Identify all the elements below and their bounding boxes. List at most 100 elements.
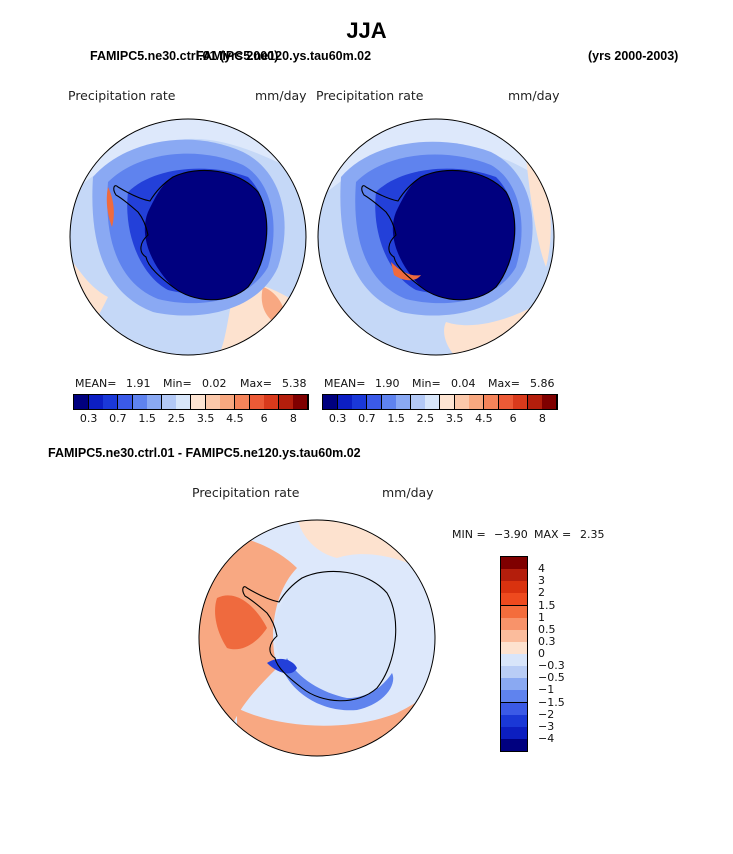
colorbar-segment bbox=[513, 395, 529, 409]
map-panel-1 bbox=[69, 118, 307, 356]
difference-min-value: −3.90 bbox=[494, 528, 528, 541]
difference-variable: Precipitation rate bbox=[192, 485, 300, 500]
legend-tick-label: −4 bbox=[538, 731, 555, 745]
colorbar-segment bbox=[440, 395, 455, 409]
colorbar-segment bbox=[88, 395, 104, 409]
panel2-max-label: Max= bbox=[488, 377, 520, 390]
panel1-max-label: Max= bbox=[240, 377, 272, 390]
legend-swatch bbox=[501, 738, 527, 752]
legend-swatch bbox=[501, 666, 527, 680]
years-title: (yrs 2000-2003) bbox=[588, 49, 679, 63]
colorbar-segment bbox=[381, 395, 397, 409]
difference-colorbar bbox=[500, 556, 528, 752]
colorbar-segment bbox=[278, 395, 294, 409]
colorbar-segment bbox=[425, 395, 441, 409]
colorbar-tick-label: 4.5 bbox=[475, 412, 493, 425]
legend-tick-label: 0.3 bbox=[538, 634, 556, 648]
panel1-mean-value: 1.91 bbox=[126, 377, 151, 390]
colorbar-tick-label: 6 bbox=[509, 412, 517, 425]
ocean-light-band bbox=[318, 119, 554, 202]
panel1-min-label: Min= bbox=[163, 377, 192, 390]
colorbar-tick-label: 8 bbox=[538, 412, 546, 425]
legend-tick-label: 4 bbox=[538, 562, 545, 576]
legend-tick-label: 1.5 bbox=[538, 598, 556, 612]
colorbar-segment bbox=[337, 395, 353, 409]
difference-max-value: 2.35 bbox=[580, 528, 605, 541]
colorbar-tick-label: 6 bbox=[260, 412, 268, 425]
difference-units: mm/day bbox=[382, 485, 434, 500]
legend-tick-label: −0.3 bbox=[538, 659, 565, 673]
colorbar-segment bbox=[147, 395, 163, 409]
legend-tick-label: 2 bbox=[538, 586, 545, 600]
colorbar-tick-label: 2.5 bbox=[416, 412, 435, 425]
panel2-variable: Precipitation rate bbox=[316, 88, 424, 103]
legend-swatch bbox=[501, 641, 527, 655]
case1-title: FAMIPC5.ne30.ctrl.01 (yrs 2000) bbox=[90, 49, 279, 63]
legend-tick-label: −3 bbox=[538, 719, 555, 733]
warm-patch-east bbox=[526, 157, 551, 267]
legend-swatch bbox=[501, 726, 527, 740]
legend-tick-label: −2 bbox=[538, 707, 555, 721]
antarctica-fill bbox=[392, 170, 515, 300]
panel2-mean-value: 1.90 bbox=[375, 377, 400, 390]
map-panel-2 bbox=[317, 118, 555, 356]
colorbar-tick-label: 3.5 bbox=[196, 412, 215, 425]
colorbar-segment bbox=[527, 395, 543, 409]
panel1-mean-label: MEAN= bbox=[75, 377, 117, 390]
panel2-mean-label: MEAN= bbox=[324, 377, 366, 390]
colorbar-labels-panel-2: 0.3 0.7 1.5 2.5 3.5 4.5 6 8 bbox=[323, 412, 557, 426]
ross-sea-warm bbox=[391, 262, 421, 281]
warm-region-strong bbox=[215, 595, 267, 650]
colorbar-tick-label: 0.3 bbox=[79, 412, 98, 425]
colorbar-segment bbox=[454, 395, 470, 409]
panel1-variable: Precipitation rate bbox=[68, 88, 176, 103]
warm-region-west bbox=[199, 535, 297, 756]
cold-pocket bbox=[267, 658, 297, 674]
colorbar-panel-2 bbox=[322, 394, 558, 410]
colorbar-tick-label: 2.5 bbox=[167, 412, 186, 425]
legend-swatch bbox=[501, 714, 527, 728]
legend-swatch bbox=[501, 654, 527, 667]
legend-swatch bbox=[501, 617, 527, 631]
legend-swatch bbox=[501, 678, 527, 692]
colorbar-segment bbox=[103, 395, 119, 409]
antarctica-coastline bbox=[242, 570, 397, 702]
panel2-units: mm/day bbox=[508, 88, 560, 103]
legend-swatch bbox=[501, 557, 527, 570]
legend-tick-label: −1 bbox=[538, 683, 555, 697]
legend-swatch bbox=[501, 593, 527, 607]
colorbar-tick-label: 1.5 bbox=[138, 412, 156, 425]
colorbar-segment bbox=[74, 395, 89, 409]
colorbar-segment bbox=[264, 395, 280, 409]
legend-swatch bbox=[501, 690, 527, 704]
colorbar-tick-label: 0.7 bbox=[109, 412, 127, 425]
colorbar-panel-1 bbox=[73, 394, 309, 410]
legend-tick-label: −1.5 bbox=[538, 695, 565, 709]
legend-swatch bbox=[501, 605, 527, 619]
case2-title: FAMIPC5.ne120.ys.tau60m.02 bbox=[196, 49, 372, 63]
cold-coast-ring bbox=[282, 658, 394, 711]
legend-swatch bbox=[501, 702, 527, 716]
colorbar-segment bbox=[542, 395, 558, 409]
colorbar-tick-label: 3.5 bbox=[445, 412, 464, 425]
panel2-max-value: 5.86 bbox=[530, 377, 555, 390]
colorbar-tick-label: 0.7 bbox=[358, 412, 376, 425]
antarctica-fill bbox=[273, 571, 396, 701]
legend-swatch bbox=[501, 581, 527, 595]
antarctica-coastline bbox=[361, 169, 516, 301]
difference-min-label: MIN = bbox=[452, 528, 486, 541]
colorbar-segment bbox=[396, 395, 412, 409]
colorbar-tick-label: 0.3 bbox=[328, 412, 347, 425]
ocean-light-band bbox=[70, 119, 306, 197]
colorbar-segment bbox=[117, 395, 133, 409]
map-difference bbox=[198, 519, 436, 757]
legend-tick-label: 3 bbox=[538, 574, 545, 588]
colorbar-segment bbox=[176, 395, 192, 409]
colorbar-segment bbox=[323, 395, 338, 409]
colorbar-segment bbox=[132, 395, 148, 409]
colorbar-segment bbox=[191, 395, 206, 409]
panel1-units: mm/day bbox=[255, 88, 307, 103]
warm-patch-south bbox=[444, 302, 541, 355]
difference-title: FAMIPC5.ne30.ctrl.01 - FAMIPC5.ne120.ys.… bbox=[48, 446, 361, 460]
colorbar-tick-label: 8 bbox=[289, 412, 297, 425]
